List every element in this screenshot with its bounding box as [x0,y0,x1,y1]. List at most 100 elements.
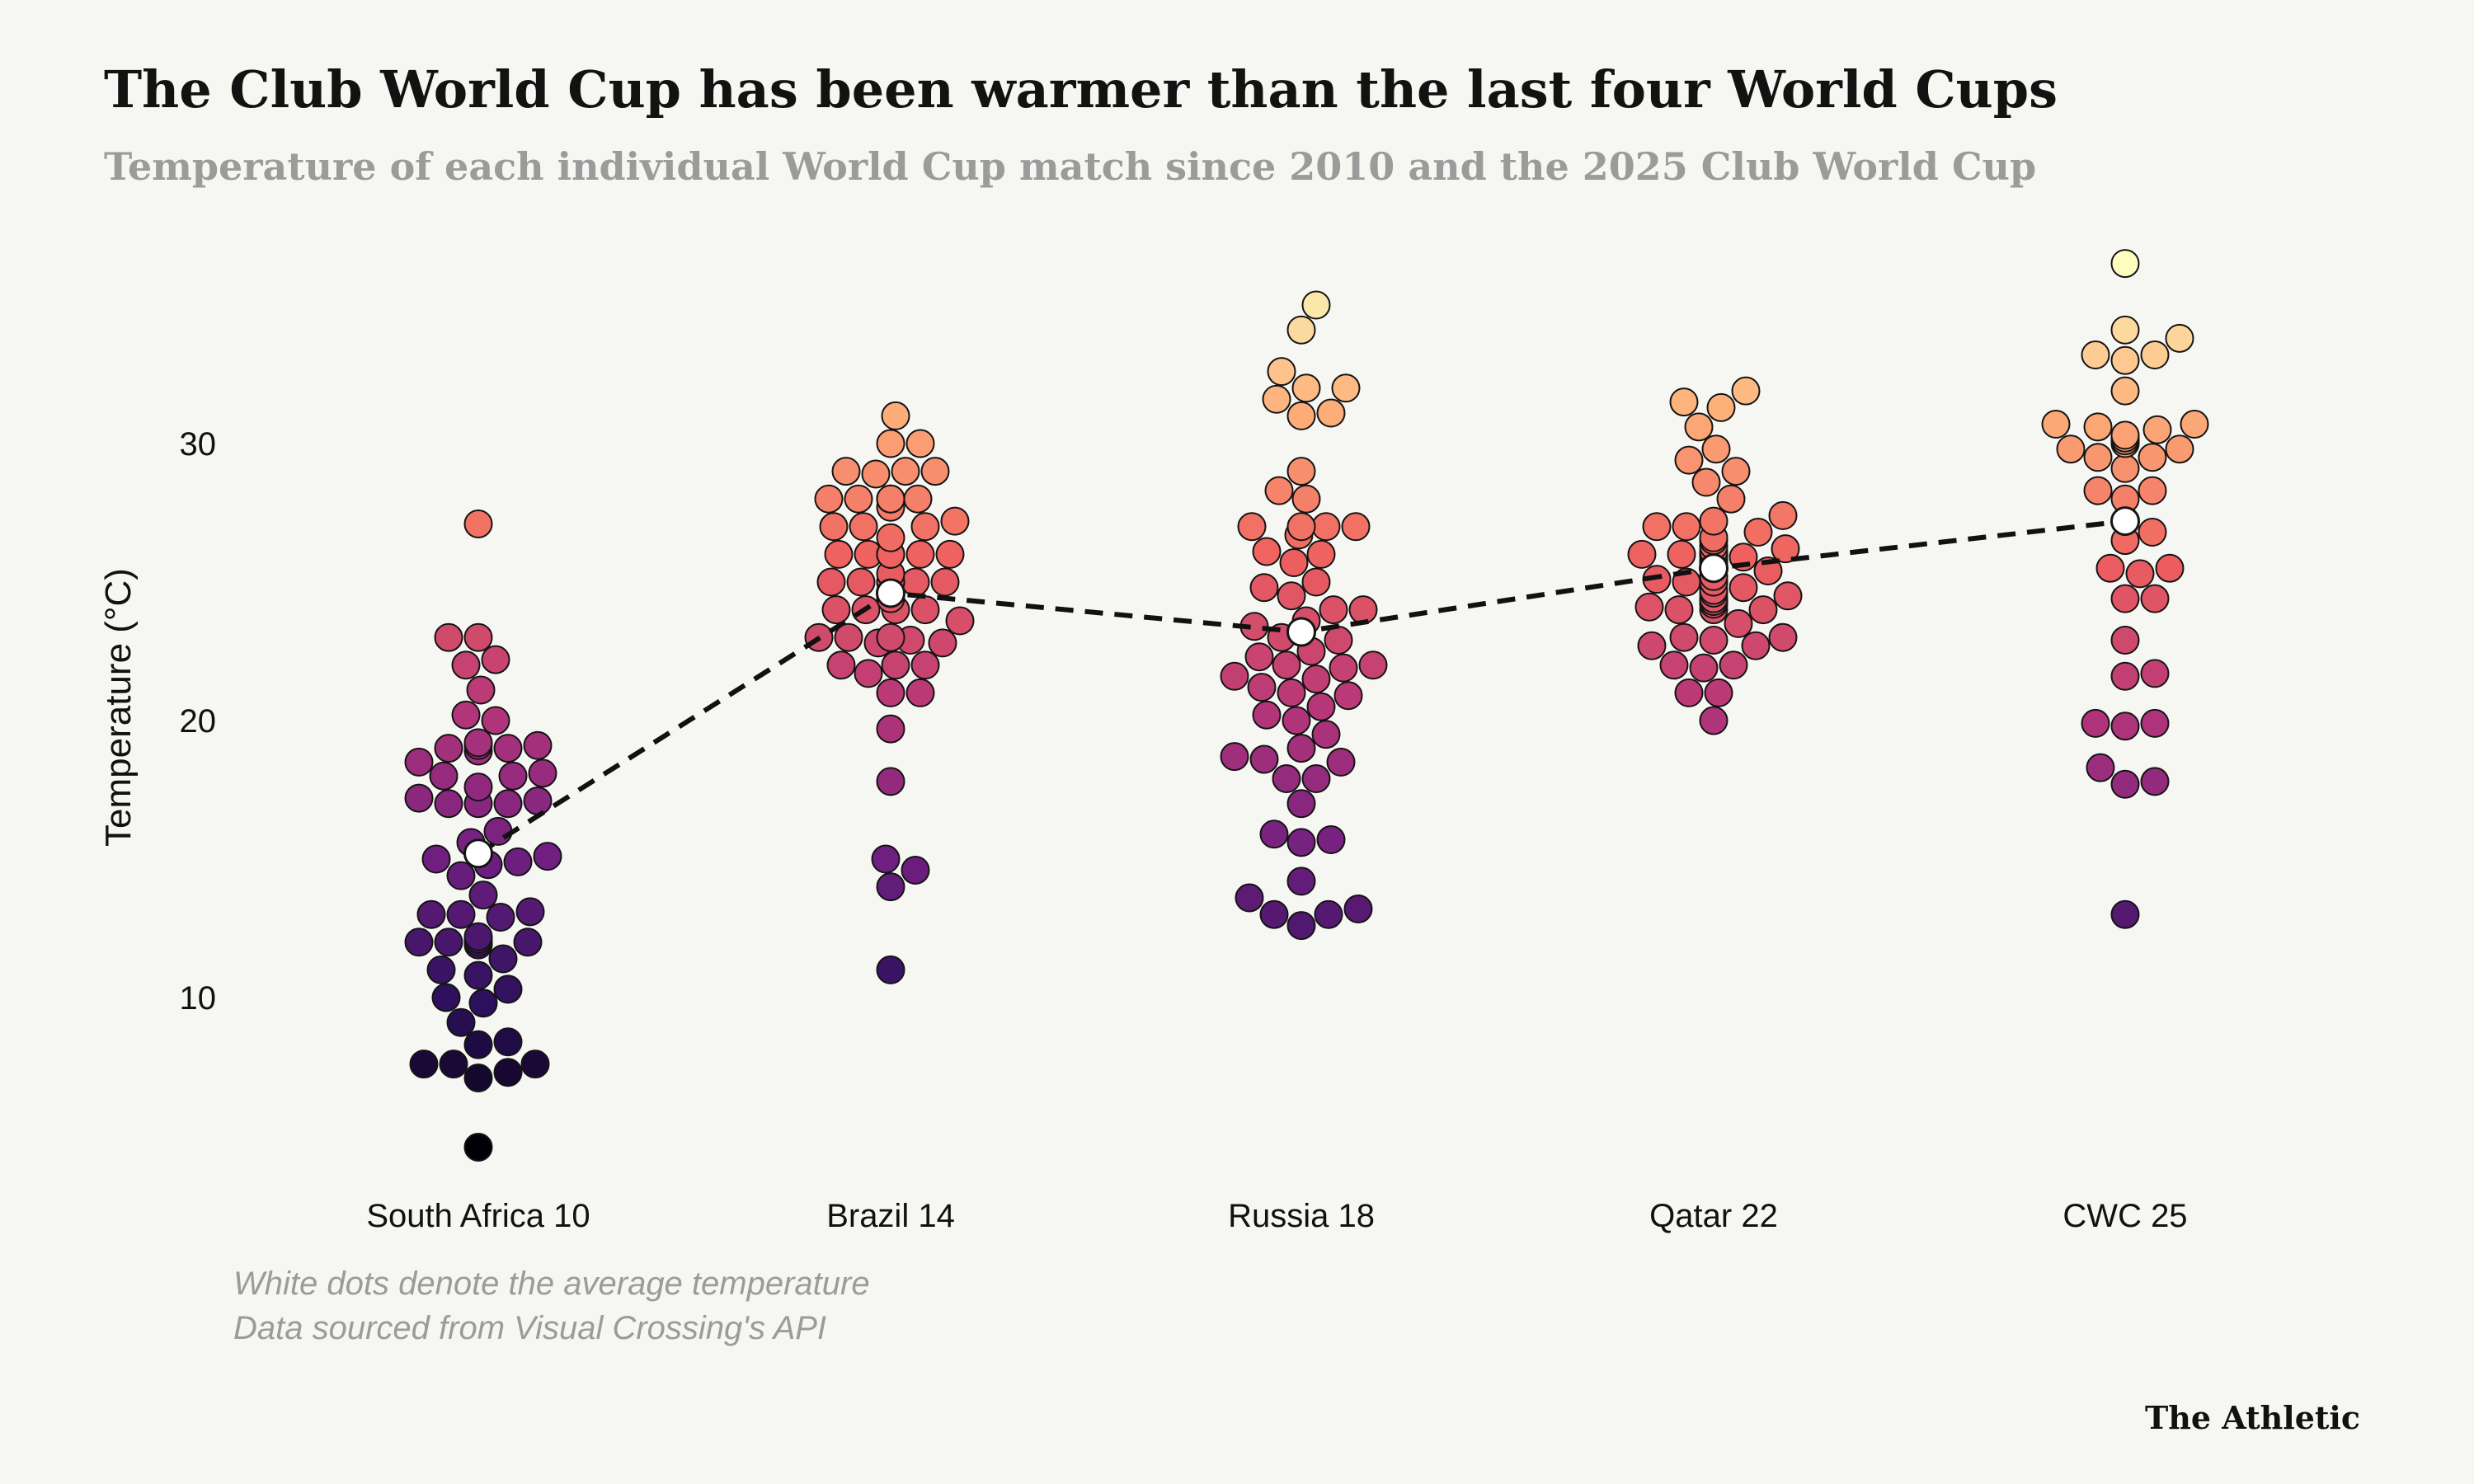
match-dot [463,1030,493,1059]
match-dot [2086,753,2115,782]
match-dot [903,484,933,514]
match-dot [1669,387,1699,417]
match-dot [1220,742,1249,772]
match-dot [819,512,849,542]
match-dot [1333,681,1363,711]
match-dot [463,773,493,802]
match-dot [493,1058,523,1087]
match-dot [1741,631,1771,660]
match-dot [1235,883,1264,913]
match-dot [1358,650,1388,680]
match-dot [834,622,863,652]
match-dot [881,650,910,680]
match-dot [876,714,905,744]
match-dot [849,512,878,542]
match-dot [533,842,562,871]
match-dot [2095,553,2125,583]
match-dot [824,539,854,569]
match-dot [1249,573,1279,603]
average-dot [2110,506,2140,537]
match-dot [910,595,940,625]
match-dot [1277,678,1306,707]
match-dot [1721,457,1751,486]
match-dot [1286,315,1316,345]
match-dot [1247,673,1277,702]
category-labels: South Africa 10 Brazil 14 Russia 18 Qatar 2… [366,1198,2187,1234]
match-dot [905,678,935,707]
match-dot [881,401,910,430]
match-dot [2110,769,2140,799]
match-dot [905,539,935,569]
match-dot [2138,518,2167,547]
match-dot [498,761,528,791]
match-dot [523,786,553,815]
match-dot [2110,899,2140,929]
match-dot [1314,899,1343,929]
match-dot [463,728,493,758]
match-dot [1286,401,1316,430]
match-dot [2110,376,2140,406]
match-dot [1319,595,1348,625]
match-dot [1699,506,1729,536]
match-dot [945,606,975,636]
match-dot [1706,392,1736,422]
match-dot [493,789,523,819]
match-dot [486,903,515,932]
match-dot [1262,384,1291,414]
match-dot [876,678,905,707]
match-dot [854,659,883,688]
match-dot [846,567,876,597]
match-dot [1704,678,1733,707]
match-dot [1316,398,1346,428]
category-label: Brazil 14 [826,1198,955,1234]
match-dot [1244,642,1274,672]
match-dot [930,567,960,597]
match-dot [1301,665,1331,694]
match-dot [814,484,844,514]
match-dot [876,429,905,458]
average-markers [463,506,2140,869]
category-label: Russia 18 [1228,1198,1375,1234]
match-dot [1306,539,1336,569]
note-average: White dots denote the average temperatur… [233,1266,870,1302]
match-dot [488,944,518,974]
match-dot [434,622,463,652]
match-dot [1286,866,1316,896]
match-dot [1348,595,1378,625]
match-dot [2138,476,2167,505]
brand-logo: The Athletic [2145,1399,2360,1436]
match-dot [404,783,434,813]
match-dot [416,899,446,929]
match-dot [1627,539,1657,569]
match-dot [434,928,463,957]
match-dot [876,523,905,552]
match-dot [1252,537,1282,566]
match-dot [2155,553,2185,583]
average-dot [876,578,905,608]
match-dot [2180,409,2209,439]
category-label: South Africa 10 [366,1198,590,1234]
match-dot [826,650,856,680]
match-dot [891,457,920,486]
match-dot [816,567,846,597]
match-dot [1259,899,1289,929]
y-tick-label: 10 [180,980,217,1017]
match-dot [2083,443,2113,472]
match-dot [1753,556,1783,586]
match-dot [1286,734,1316,763]
match-dot [2140,767,2170,796]
match-dot [1699,706,1729,735]
match-dot [1689,653,1719,683]
match-dot [1672,512,1701,542]
chart-subtitle: Temperature of each individual World Cup… [104,144,2036,189]
match-dot [905,429,935,458]
match-dot [1331,373,1361,403]
match-dot [493,1027,523,1057]
match-dot [871,844,901,874]
match-dot [2165,434,2194,464]
match-dot [493,734,523,763]
match-dot [935,539,965,569]
match-dot [446,1007,476,1037]
match-dot [901,567,930,597]
